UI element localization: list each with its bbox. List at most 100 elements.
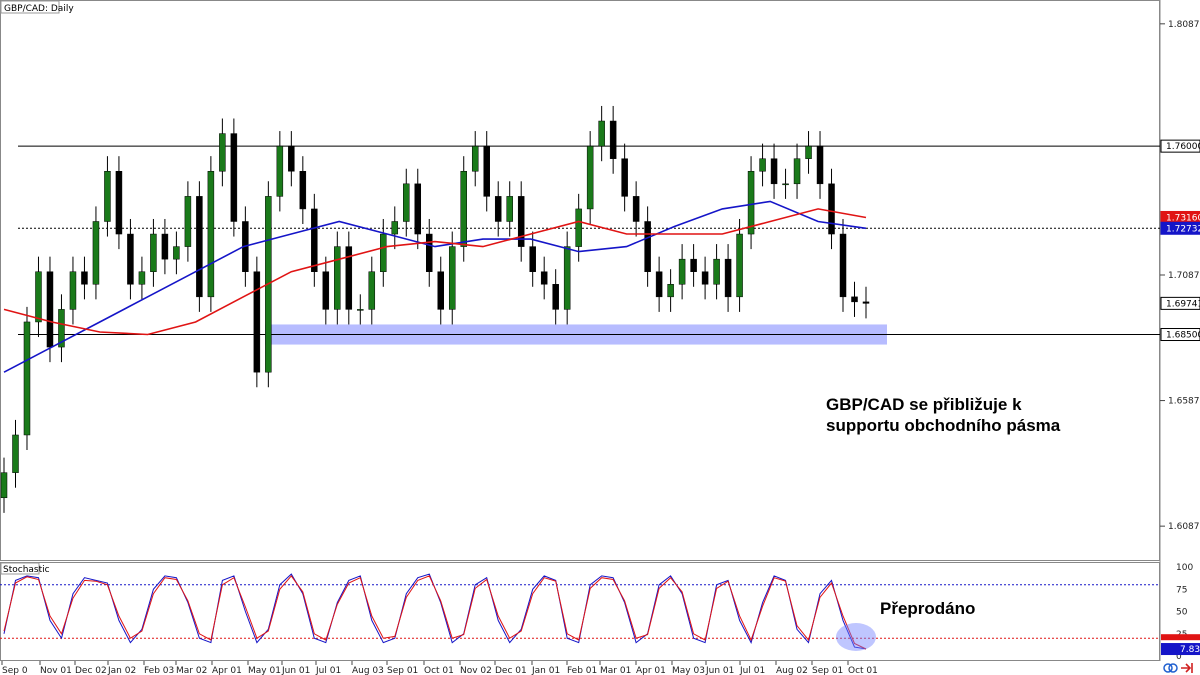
x-tick-label: Mar 02 bbox=[176, 666, 207, 675]
candle-body bbox=[23, 321, 31, 436]
candle-body bbox=[219, 133, 226, 172]
x-tick-label: Feb 01 bbox=[567, 666, 597, 675]
price-badge-label: 1.69741 bbox=[1166, 299, 1200, 309]
stochastic-signal-line bbox=[3, 575, 867, 650]
candle-body bbox=[127, 233, 134, 285]
candle-body bbox=[736, 233, 743, 298]
candle-body bbox=[632, 196, 640, 222]
candle-body bbox=[414, 183, 422, 235]
chart-title: GBP/CAD: Daily bbox=[4, 4, 74, 14]
x-tick-label: Feb 03 bbox=[144, 666, 174, 675]
y-tick-label: 1.80870 bbox=[1168, 20, 1200, 30]
candle-body bbox=[862, 301, 870, 304]
candle-body bbox=[759, 158, 766, 172]
candle-body bbox=[540, 271, 548, 285]
stochastic-badge-label: 7.83 bbox=[1180, 645, 1200, 655]
support-annotation-line-2: supportu obchodního pásma bbox=[826, 416, 1061, 435]
candle-body bbox=[563, 246, 571, 310]
candle-body bbox=[851, 296, 858, 303]
candle-body bbox=[311, 208, 318, 272]
x-tick-label: Dec 02 bbox=[75, 666, 107, 675]
candle-body bbox=[115, 171, 123, 235]
x-tick-label: Sep 0 bbox=[2, 666, 28, 675]
title-tag-bg bbox=[0, 0, 60, 14]
candle-body bbox=[770, 158, 778, 185]
candle-body bbox=[0, 472, 8, 499]
price-badge-label: 1.72732 bbox=[1166, 224, 1200, 234]
stochastic-y-tick-label: 50 bbox=[1176, 608, 1188, 618]
x-tick-label: Oct 01 bbox=[424, 666, 454, 675]
price-badge bbox=[1160, 296, 1200, 310]
moving-average-red-line bbox=[3, 208, 867, 336]
candle-body bbox=[816, 145, 824, 185]
price-badge-label: 1.73160 bbox=[1166, 213, 1200, 223]
moving-average-blue-line bbox=[3, 200, 867, 373]
candle-body bbox=[92, 221, 100, 285]
y-tick-label: 1.70870 bbox=[1168, 271, 1200, 281]
candle-body bbox=[173, 246, 180, 260]
candle-body bbox=[529, 246, 536, 272]
candle-body bbox=[184, 196, 192, 247]
oversold-annotation: Přeprodáno bbox=[880, 599, 975, 618]
candle-body bbox=[678, 258, 686, 285]
y-tick-label: 1.60870 bbox=[1168, 522, 1200, 532]
candle-body bbox=[793, 158, 801, 185]
stochastic-pane-frame bbox=[0, 562, 1160, 661]
y-tick-label: 1.65870 bbox=[1168, 397, 1200, 407]
scroll-to-end-icon[interactable] bbox=[1181, 663, 1193, 673]
candle-body bbox=[299, 171, 307, 210]
candle-body bbox=[276, 145, 284, 197]
x-tick-label: Aug 02 bbox=[776, 666, 808, 675]
x-tick-label: Jul 01 bbox=[739, 666, 765, 675]
stochastic-y-tick-label: 100 bbox=[1176, 563, 1193, 573]
candle-body bbox=[81, 271, 88, 285]
candle-body bbox=[644, 221, 651, 272]
candle-body bbox=[253, 271, 261, 373]
price-layer bbox=[0, 105, 1160, 513]
sync-icon[interactable] bbox=[1163, 663, 1178, 673]
candle-body bbox=[150, 233, 157, 272]
level-badge bbox=[1160, 328, 1200, 342]
x-tick-label: Apr 01 bbox=[212, 666, 242, 675]
candle-body bbox=[839, 233, 847, 298]
candle-body bbox=[713, 258, 720, 285]
candle-body bbox=[552, 284, 559, 310]
candle-body bbox=[598, 120, 605, 147]
candle-body bbox=[448, 246, 456, 310]
stochastic-signal-badge bbox=[1161, 634, 1200, 641]
x-tick-label: May 01 bbox=[248, 666, 281, 675]
candle-body bbox=[12, 434, 19, 473]
candle-body bbox=[828, 183, 835, 235]
level-badge bbox=[1160, 139, 1200, 153]
candle-body bbox=[403, 183, 410, 222]
stoch-title-bg bbox=[0, 562, 40, 575]
candle-body bbox=[288, 145, 295, 172]
level-badge-label: 1.68500 bbox=[1166, 331, 1200, 341]
candle-body bbox=[426, 233, 433, 272]
candle-body bbox=[460, 171, 467, 247]
candle-body bbox=[69, 271, 77, 310]
candle-body bbox=[609, 120, 617, 159]
candle-body bbox=[483, 145, 490, 197]
level-badge-label: 1.76000 bbox=[1166, 142, 1200, 152]
candle-body bbox=[391, 221, 399, 235]
x-tick-label: Jan 01 bbox=[531, 666, 560, 675]
candle-body bbox=[35, 271, 42, 323]
candle-body bbox=[322, 271, 330, 310]
candle-body bbox=[46, 271, 54, 348]
x-tick-label: Dec 01 bbox=[495, 666, 527, 675]
candle-body bbox=[655, 271, 663, 298]
stochastic-y-tick-label: 75 bbox=[1176, 585, 1187, 595]
stochastic-title: Stochastic bbox=[3, 565, 50, 575]
candle-body bbox=[805, 145, 812, 159]
price-badge bbox=[1160, 221, 1200, 235]
candle-body bbox=[621, 158, 628, 197]
candle-body bbox=[368, 271, 376, 310]
candle-body bbox=[104, 171, 111, 222]
stochastic-y-tick-label: 0 bbox=[1176, 652, 1182, 662]
stochastic-main-badge bbox=[1161, 643, 1200, 656]
candle-body bbox=[161, 233, 169, 260]
x-tick-label: Apr 01 bbox=[636, 666, 666, 675]
